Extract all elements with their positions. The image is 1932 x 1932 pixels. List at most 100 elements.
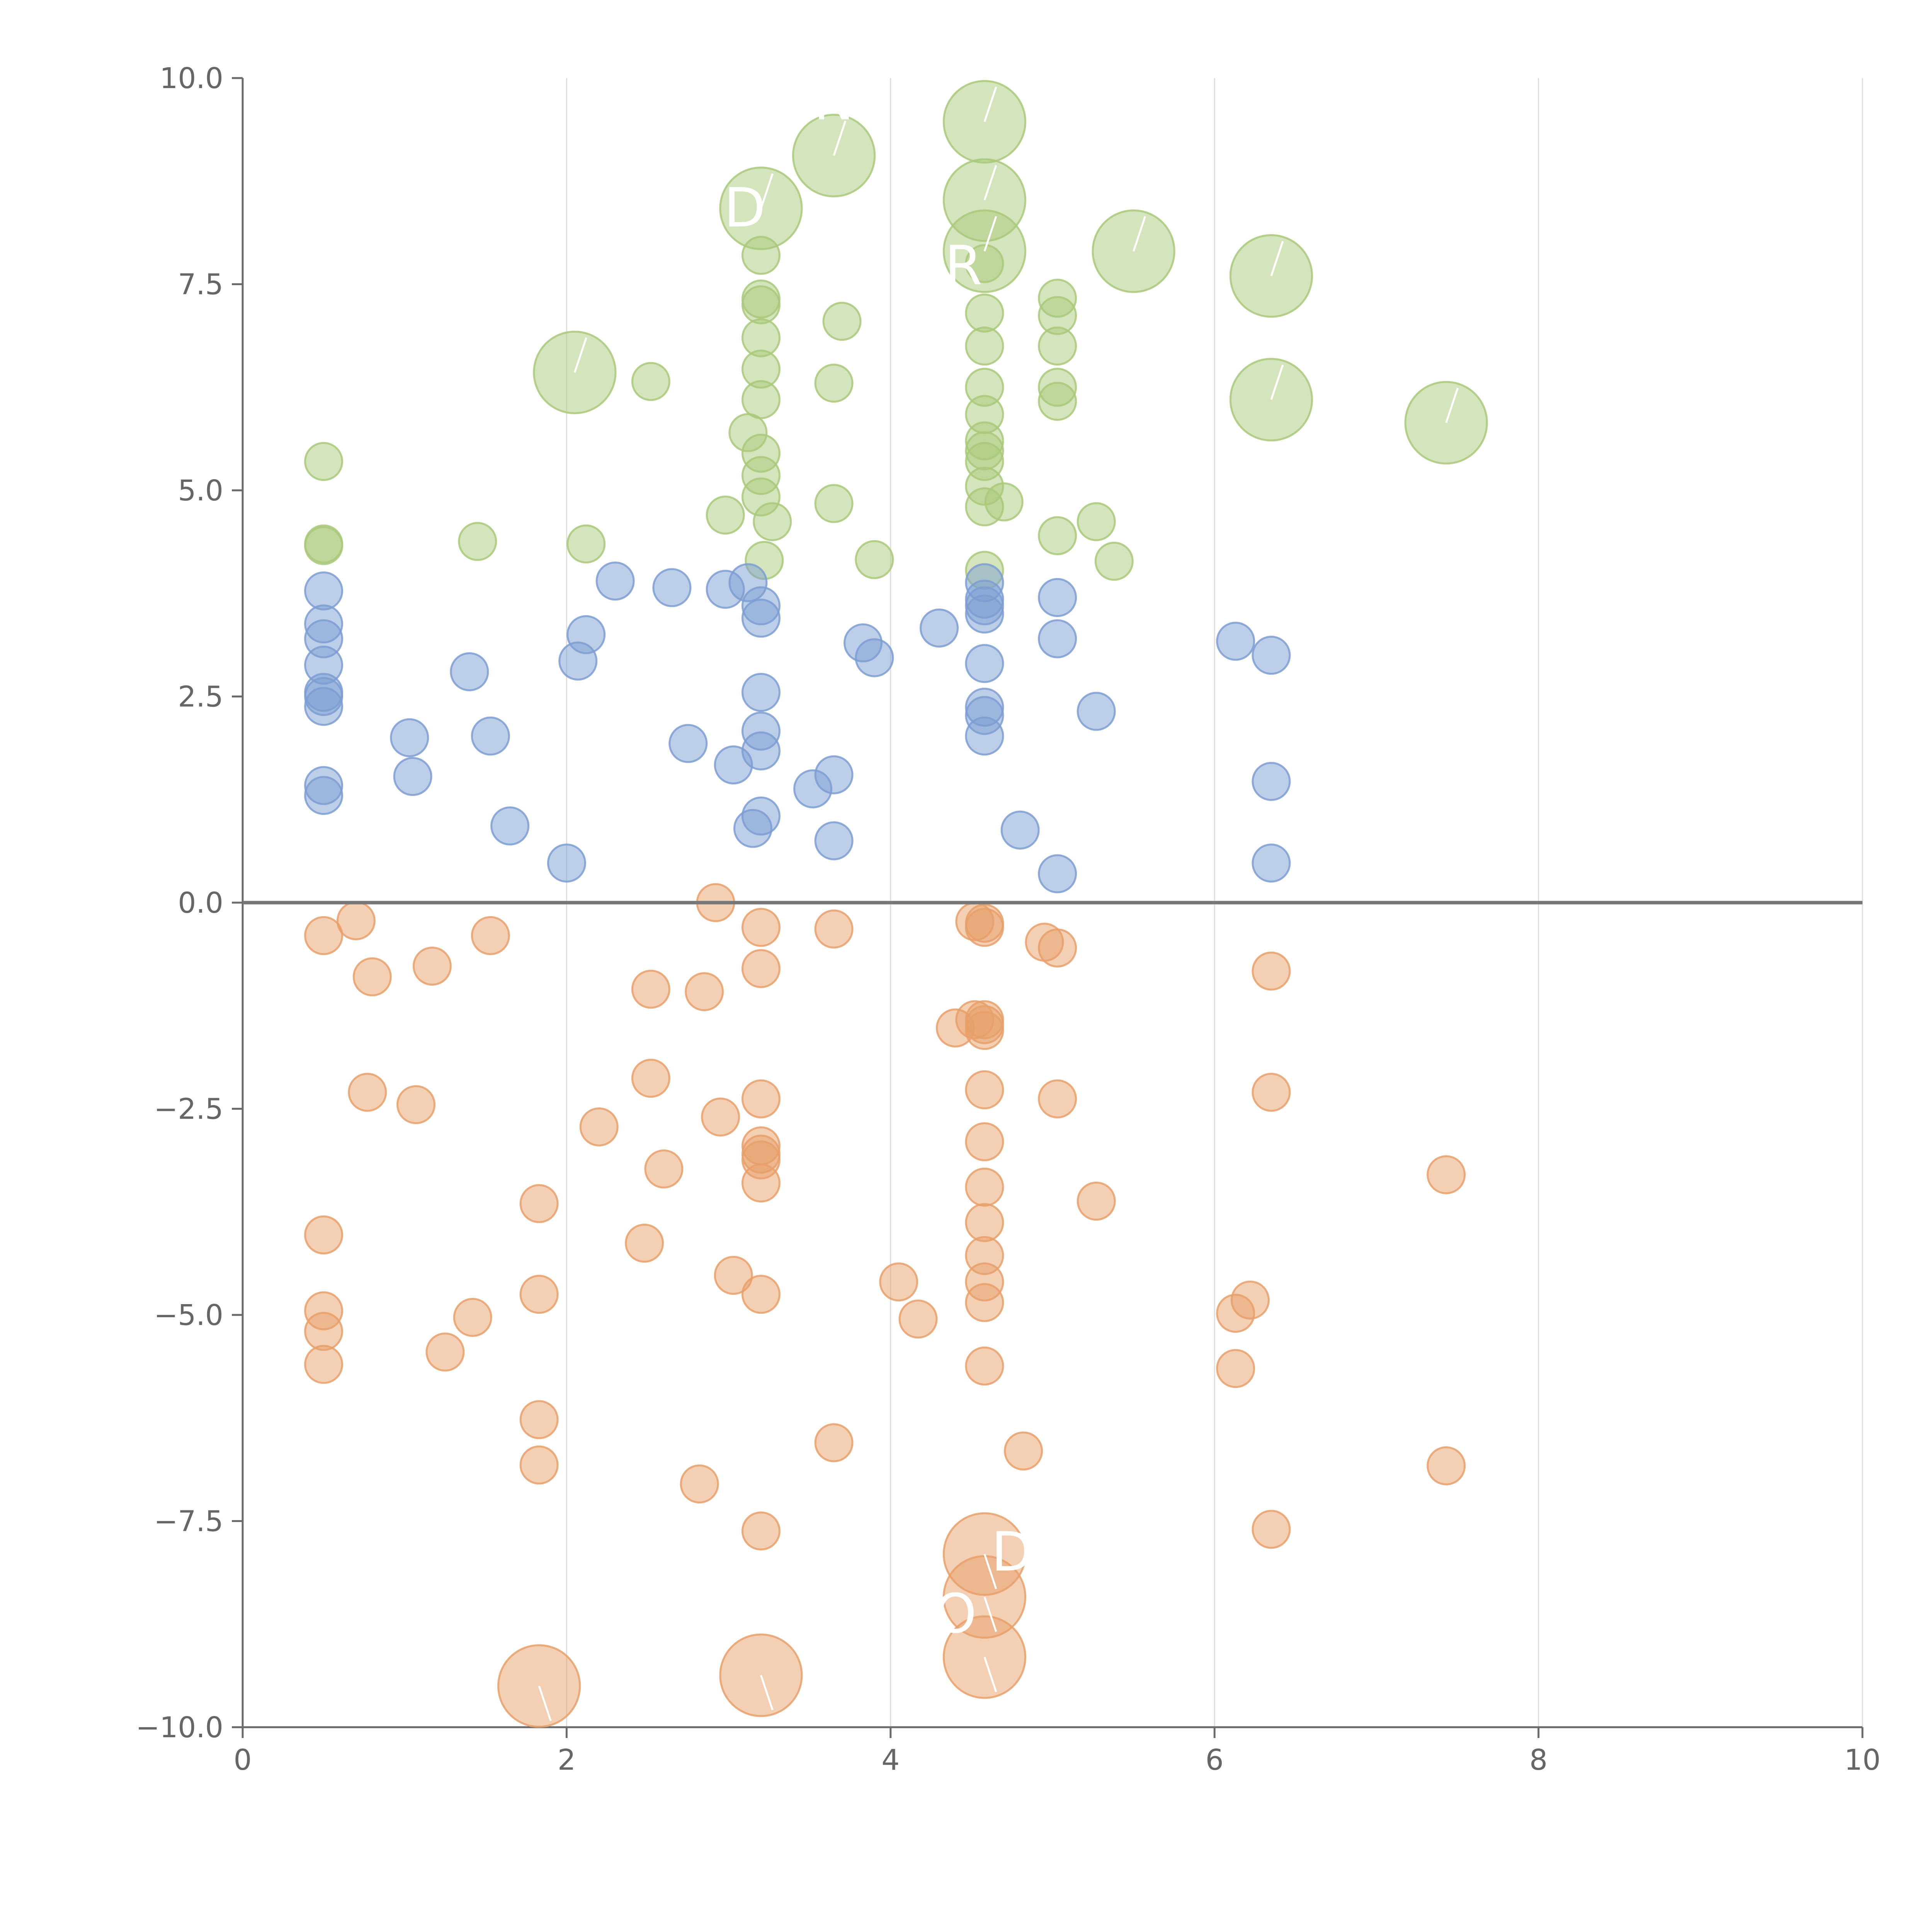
blue-point <box>1038 854 1077 893</box>
orange-point <box>425 1332 465 1372</box>
green-point <box>741 285 781 325</box>
green-point <box>304 442 344 481</box>
orange-point <box>714 1256 753 1295</box>
x-tick-label: 6 <box>1206 1743 1224 1777</box>
orange-point <box>965 1346 1004 1386</box>
blue-point <box>965 644 1004 683</box>
blue-point <box>304 776 344 815</box>
blue-point <box>741 796 781 836</box>
green-point <box>753 502 792 541</box>
blue-point <box>1077 692 1116 731</box>
orange-point <box>519 1275 559 1314</box>
blue-point <box>1216 622 1255 661</box>
green-point <box>984 482 1024 522</box>
y-tick-label: −2.5 <box>154 1093 223 1126</box>
orange-point <box>685 972 724 1011</box>
green-point <box>706 495 745 535</box>
orange-point <box>680 1464 719 1503</box>
annotation-label: D <box>991 1521 1033 1584</box>
x-tick-label: 2 <box>558 1743 576 1777</box>
orange-point <box>304 1345 344 1384</box>
blue-point <box>741 731 781 770</box>
orange-point <box>412 946 452 986</box>
orange-point <box>519 1400 559 1439</box>
annotation-label: O <box>934 1583 976 1646</box>
orange-point <box>965 1283 1004 1322</box>
annotation-leader <box>760 1675 774 1711</box>
orange-point <box>1077 1182 1116 1221</box>
orange-point <box>625 1223 664 1263</box>
orange-point <box>453 1298 492 1337</box>
annotation-leader <box>833 120 847 156</box>
blue-point <box>965 594 1004 634</box>
blue-point <box>1252 844 1291 883</box>
green-point <box>1038 516 1077 555</box>
green-point <box>631 362 670 401</box>
green-point <box>814 484 854 523</box>
blue-point <box>1038 619 1077 658</box>
annotation-leader <box>983 1656 997 1692</box>
green-point <box>1077 502 1116 541</box>
annotation-leader <box>1445 388 1459 423</box>
annotation-leader <box>983 87 997 122</box>
green-point <box>814 364 854 403</box>
blue-point <box>965 716 1004 756</box>
green-point <box>741 380 781 419</box>
orange-point <box>879 1262 918 1302</box>
orange-point <box>1004 1431 1043 1471</box>
x-tick-label: 10 <box>1844 1743 1881 1777</box>
annotation-leader <box>573 337 587 373</box>
y-tick-label: −5.0 <box>154 1299 223 1332</box>
orange-point <box>471 916 510 955</box>
orange-point <box>631 1059 670 1098</box>
annotation-label: R <box>945 235 982 298</box>
orange-point <box>965 1011 1004 1050</box>
orange-point <box>741 908 781 947</box>
orange-point <box>898 1299 938 1339</box>
annotation-leader <box>983 216 997 252</box>
orange-point <box>352 957 392 997</box>
blue-point <box>566 615 606 654</box>
axes: 0 2 4 6 8 10 −10.0 −7.5 −5.0 −2.5 0.0 2.5 5.0 7.5 10.0 <box>136 62 1881 1777</box>
green-point <box>822 302 862 341</box>
annotation-leader <box>1270 364 1284 400</box>
orange-point <box>1252 951 1291 991</box>
orange-point <box>741 1163 781 1203</box>
orange-point <box>965 908 1004 947</box>
blue-point <box>595 561 635 601</box>
y-tick-label: 10.0 <box>160 62 223 95</box>
orange-point <box>1252 1510 1291 1549</box>
orange-point <box>814 909 854 949</box>
orange-point <box>519 1445 559 1485</box>
blue-point <box>547 844 586 883</box>
blue-point <box>393 757 432 796</box>
blue-point <box>652 568 692 607</box>
green-point <box>965 327 1004 366</box>
x-tick-label: 8 <box>1529 1743 1548 1777</box>
orange-point <box>304 1312 344 1351</box>
orange-point <box>579 1107 619 1146</box>
blue-point <box>490 806 530 846</box>
blue-point <box>668 724 708 763</box>
annotation-leader <box>983 1597 997 1632</box>
orange-point <box>1427 1155 1466 1194</box>
orange-point <box>741 949 781 988</box>
y-tick-label: −10.0 <box>136 1711 223 1744</box>
blue-point <box>814 821 854 861</box>
annotation-leader <box>983 1554 997 1589</box>
green-point <box>1229 234 1313 318</box>
orange-point <box>741 1275 781 1314</box>
blue-point <box>741 673 781 712</box>
orange-point <box>304 1215 344 1255</box>
green-point <box>566 524 606 564</box>
blue-point <box>741 599 781 638</box>
orange-point <box>965 1203 1004 1242</box>
x-tick-label: 0 <box>233 1743 252 1777</box>
annotation-leader <box>760 173 774 209</box>
orange-point <box>348 1073 387 1112</box>
y-tick-label: −7.5 <box>154 1505 223 1538</box>
blue-point <box>1252 636 1291 675</box>
green-point <box>965 244 1004 283</box>
orange-point <box>1038 1079 1077 1119</box>
orange-point <box>965 1122 1004 1162</box>
